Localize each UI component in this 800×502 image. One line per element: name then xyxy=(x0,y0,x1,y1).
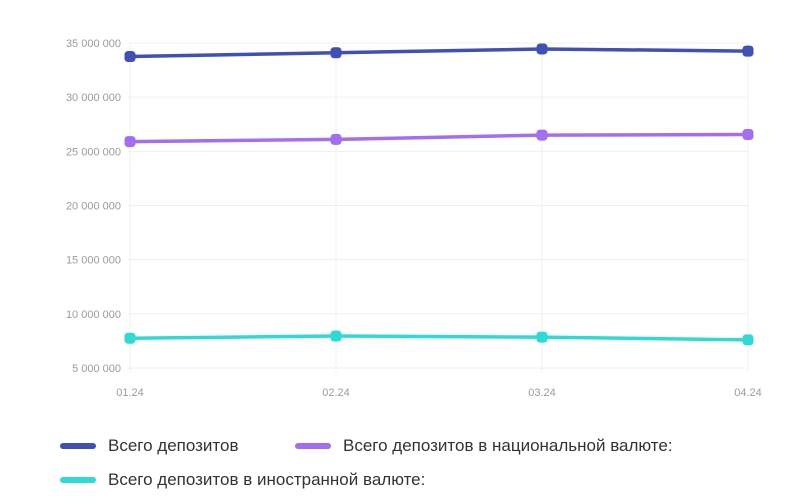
data-point-1 xyxy=(124,136,136,148)
data-point-0 xyxy=(742,45,754,57)
y-tick-label: 30 000 000 xyxy=(66,92,121,104)
data-point-1 xyxy=(536,129,548,141)
data-point-2 xyxy=(330,330,342,342)
data-point-0 xyxy=(330,47,342,59)
y-tick-label: 35 000 000 xyxy=(66,38,121,50)
legend-item-total[interactable]: Всего депозитов xyxy=(60,436,239,456)
data-point-1 xyxy=(742,129,754,141)
y-tick-label: 5 000 000 xyxy=(72,363,121,375)
legend-label-foreign: Всего депозитов в иностранной валюте: xyxy=(108,470,426,489)
series-line-1 xyxy=(129,132,749,144)
y-tick-label: 25 000 000 xyxy=(66,146,121,158)
legend-item-national[interactable]: Всего депозитов в национальной валюте: xyxy=(295,436,673,456)
legend-label-total: Всего депозитов xyxy=(108,436,239,455)
legend-label-national: Всего депозитов в национальной валюте: xyxy=(343,436,673,455)
data-point-2 xyxy=(124,332,136,344)
y-tick-label: 15 000 000 xyxy=(66,255,121,267)
data-point-0 xyxy=(124,51,136,63)
legend-swatch-total xyxy=(60,443,96,449)
data-point-2 xyxy=(536,331,548,343)
x-tick-label: 01.24 xyxy=(116,387,144,399)
x-tick-label: 04.24 xyxy=(734,387,762,399)
y-tick-label: 20 000 000 xyxy=(66,201,121,213)
data-point-1 xyxy=(330,133,342,145)
legend-swatch-national xyxy=(295,443,331,449)
data-point-2 xyxy=(742,334,754,346)
series-line-0 xyxy=(129,47,749,59)
data-point-0 xyxy=(536,43,548,55)
x-tick-label: 03.24 xyxy=(528,387,556,399)
x-tick-label: 02.24 xyxy=(322,387,350,399)
y-tick-label: 10 000 000 xyxy=(66,309,121,321)
line-chart: 5 000 000 10 000 000 15 000 000 20 000 000 2… xyxy=(66,38,762,399)
legend-item-foreign[interactable]: Всего депозитов в иностранной валюте: xyxy=(60,470,425,490)
series-line-2 xyxy=(129,334,749,342)
legend-swatch-foreign xyxy=(60,477,96,483)
